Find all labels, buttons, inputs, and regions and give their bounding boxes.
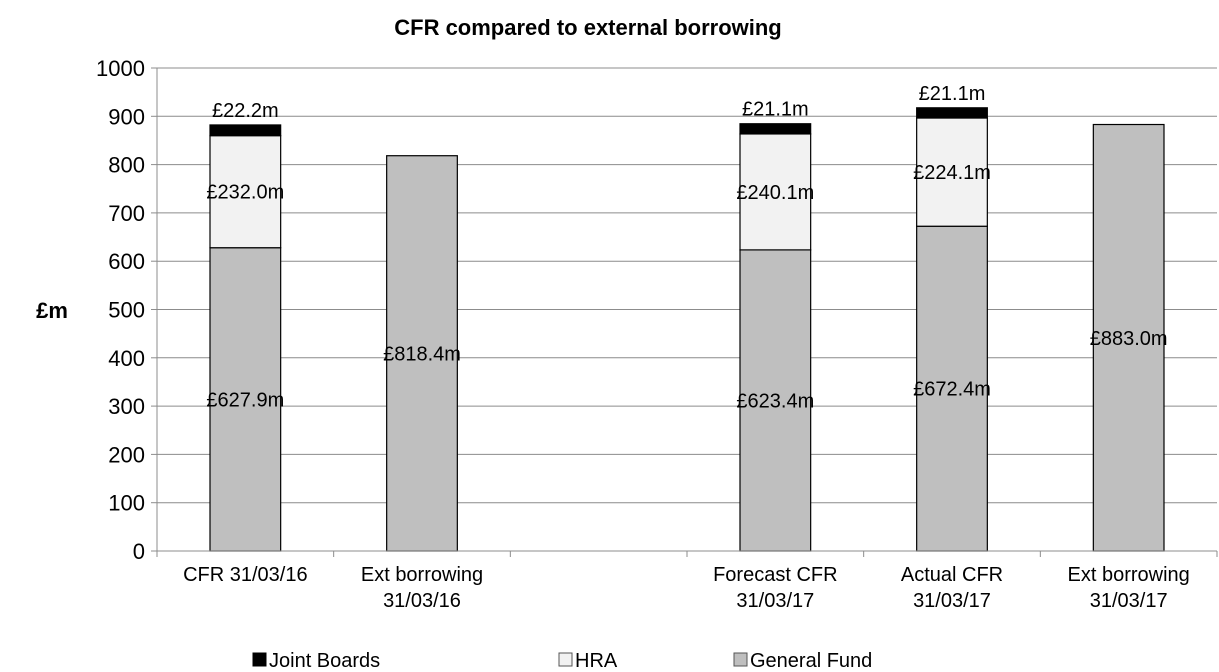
data-label: £224.1m [913, 162, 991, 184]
y-tick-label: 500 [108, 298, 145, 323]
data-label: £818.4m [383, 343, 461, 365]
x-category-label: Ext borrowing [361, 564, 483, 586]
x-category-label: CFR 31/03/16 [183, 564, 308, 586]
data-label: £623.4m [736, 390, 814, 412]
bar-joint-boards [739, 123, 812, 135]
x-category-label: 31/03/17 [913, 590, 991, 612]
bar-general-fund [916, 225, 988, 552]
x-category-label: Actual CFR [901, 564, 1003, 586]
legend-label: General Fund [750, 650, 872, 672]
y-tick-label: 800 [108, 153, 145, 178]
data-label: £883.0m [1090, 328, 1168, 350]
data-label: £232.0m [206, 182, 284, 204]
legend-swatch-general-fund [733, 652, 748, 667]
x-category-label: Ext borrowing [1068, 564, 1190, 586]
bar-joint-boards [209, 124, 282, 137]
bar-joint-boards [916, 107, 988, 119]
bar-hra [739, 133, 812, 251]
x-category-label: 31/03/17 [736, 590, 814, 612]
y-tick-label: 300 [108, 394, 145, 419]
y-tick-label: 600 [108, 249, 145, 274]
data-label: £240.1m [736, 182, 814, 204]
bar-hra [209, 135, 282, 249]
bar-hra [916, 117, 988, 227]
y-tick-label: 400 [108, 346, 145, 371]
legend-swatch-hra [558, 652, 573, 667]
bar-general-fund [1092, 123, 1165, 552]
data-label: £22.2m [212, 100, 279, 122]
legend-swatch-joint-boards [252, 652, 267, 667]
data-label: £627.9m [206, 389, 284, 411]
x-category-label: Forecast CFR [713, 564, 837, 586]
legend-label: Joint Boards [269, 650, 380, 672]
y-tick-label: 200 [108, 442, 145, 467]
y-tick-label: 700 [108, 201, 145, 226]
y-tick-label: 900 [108, 104, 145, 129]
y-axis-label: £m [36, 298, 68, 323]
legend-label: HRA [575, 650, 618, 672]
y-tick-label: 1000 [96, 56, 145, 81]
y-tick-label: 0 [133, 539, 145, 564]
bar-general-fund [739, 249, 812, 552]
y-tick-label: 100 [108, 491, 145, 516]
data-label: £21.1m [742, 99, 809, 121]
chart-title: CFR compared to external borrowing [394, 15, 782, 40]
x-category-label: 31/03/16 [383, 590, 461, 612]
x-category-label: 31/03/17 [1090, 590, 1168, 612]
data-label: £672.4m [913, 379, 991, 401]
data-label: £21.1m [919, 83, 986, 105]
